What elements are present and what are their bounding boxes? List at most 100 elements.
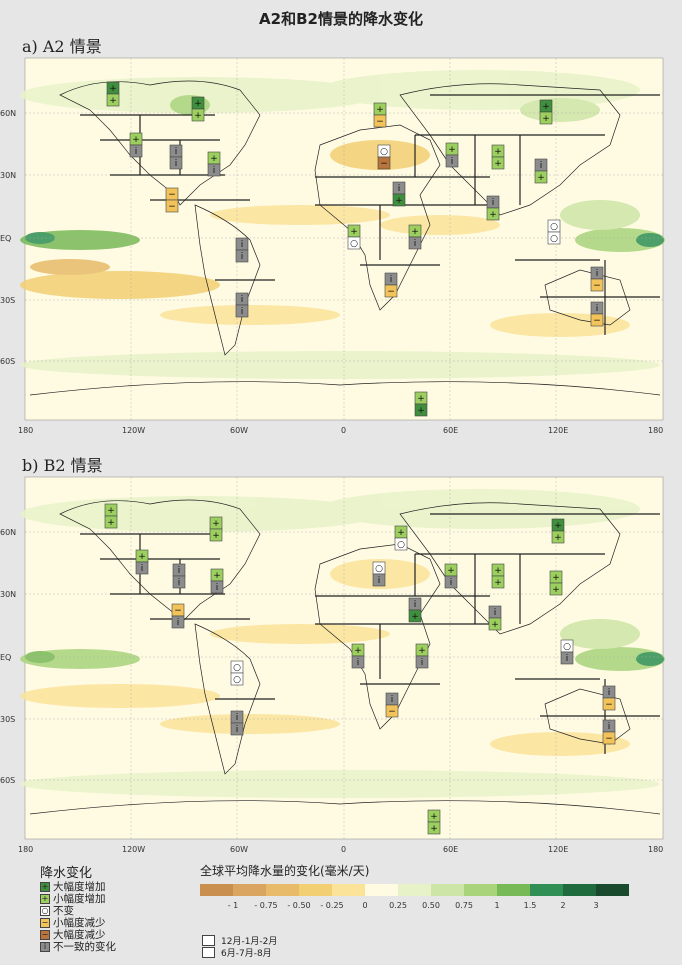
svg-text:i: i xyxy=(566,654,569,664)
svg-text:+: + xyxy=(448,145,456,155)
svg-text:+: + xyxy=(542,102,550,112)
small-increase-symbol: + xyxy=(40,894,50,904)
svg-text:−: − xyxy=(376,117,384,127)
season-box xyxy=(202,947,215,958)
svg-text:i: i xyxy=(141,564,144,574)
large-decrease-symbol: − xyxy=(40,930,50,940)
colorbar-label: 0.75 xyxy=(455,901,473,910)
svg-text:i: i xyxy=(596,269,599,279)
lon-tick-180w: 180 xyxy=(18,426,33,435)
svg-text:+: + xyxy=(554,521,562,531)
svg-text:○: ○ xyxy=(550,222,558,232)
svg-text:i: i xyxy=(175,147,178,157)
legend-label: 大幅度增加 xyxy=(53,881,106,893)
svg-text:−: − xyxy=(605,734,613,744)
season-label: 6月-7月-8月 xyxy=(221,949,272,959)
lon-tick-180w: 180 xyxy=(18,845,33,854)
colorbar-swatch xyxy=(530,884,563,896)
svg-text:+: + xyxy=(395,196,403,206)
legend-label: 小幅度增加 xyxy=(53,893,106,905)
svg-text:i: i xyxy=(241,240,244,250)
colorbar-label: 2 xyxy=(560,901,565,910)
colorbar-label: - 0.75 xyxy=(254,901,277,910)
svg-text:○: ○ xyxy=(563,642,571,652)
colorbar-swatch xyxy=(497,884,530,896)
svg-text:+: + xyxy=(554,533,562,543)
svg-text:−: − xyxy=(168,190,176,200)
lat-tick-30s: 30S xyxy=(0,296,15,305)
svg-text:+: + xyxy=(350,227,358,237)
colorbar-swatch xyxy=(332,884,365,896)
svg-text:i: i xyxy=(241,295,244,305)
region-symbols-b: ++ ++ +i ii +i −i ○○ ii +○ ○i i+ +i +i i… xyxy=(104,503,616,835)
svg-text:+: + xyxy=(537,173,545,183)
svg-text:+: + xyxy=(430,812,438,822)
legend-item: i 不一致的变化 xyxy=(40,942,116,952)
colorbar-title: 全球平均降水量的变化(毫米/天) xyxy=(200,864,370,878)
svg-text:i: i xyxy=(421,658,424,668)
lon-tick-180e: 180 xyxy=(648,426,663,435)
svg-text:+: + xyxy=(194,99,202,109)
legend-label: 小幅度减少 xyxy=(53,917,106,929)
lon-tick-60e: 60E xyxy=(443,845,458,854)
small-decrease-symbol: − xyxy=(40,918,50,928)
lon-tick-120e: 120E xyxy=(548,426,568,435)
lat-tick-60n: 60N xyxy=(0,528,16,537)
svg-text:○: ○ xyxy=(550,234,558,244)
svg-text:+: + xyxy=(107,518,115,528)
legend-item: + 小幅度增加 xyxy=(40,894,106,904)
svg-text:i: i xyxy=(241,307,244,317)
svg-text:i: i xyxy=(357,658,360,668)
svg-text:i: i xyxy=(175,159,178,169)
svg-text:i: i xyxy=(236,725,239,735)
svg-text:i: i xyxy=(391,695,394,705)
svg-text:+: + xyxy=(354,646,362,656)
svg-text:i: i xyxy=(135,147,138,157)
svg-text:+: + xyxy=(376,105,384,115)
colorbar-swatch xyxy=(233,884,266,896)
legend-item: − 大幅度减少 xyxy=(40,930,106,940)
svg-text:+: + xyxy=(489,210,497,220)
svg-text:i: i xyxy=(608,688,611,698)
svg-text:+: + xyxy=(194,111,202,121)
svg-text:i: i xyxy=(492,198,495,208)
svg-text:+: + xyxy=(417,394,425,404)
no-change-symbol: ○ xyxy=(40,906,50,916)
svg-text:+: + xyxy=(107,506,115,516)
svg-text:i: i xyxy=(178,566,181,576)
svg-text:i: i xyxy=(451,157,454,167)
svg-text:−: − xyxy=(605,700,613,710)
svg-text:+: + xyxy=(138,552,146,562)
svg-text:i: i xyxy=(450,578,453,588)
colorbar-label: - 1 xyxy=(228,901,239,910)
svg-text:○: ○ xyxy=(233,675,241,685)
lat-tick-eq: EQ xyxy=(0,653,11,662)
lon-tick-60w: 60W xyxy=(230,426,248,435)
svg-text:i: i xyxy=(177,618,180,628)
svg-text:i: i xyxy=(398,184,401,194)
svg-text:+: + xyxy=(494,147,502,157)
legend-label: 不变 xyxy=(53,905,74,917)
svg-text:+: + xyxy=(212,519,220,529)
legend-label: 不一致的变化 xyxy=(53,941,116,953)
svg-text:○: ○ xyxy=(380,147,388,157)
svg-text:i: i xyxy=(236,713,239,723)
colorbar-label: - 0.50 xyxy=(287,901,310,910)
svg-text:○: ○ xyxy=(375,564,383,574)
colorbar-swatch xyxy=(563,884,596,896)
lat-tick-60s: 60S xyxy=(0,776,15,785)
svg-text:i: i xyxy=(216,583,219,593)
svg-text:i: i xyxy=(608,722,611,732)
season-jja: 6月-7月-8月 xyxy=(202,946,272,959)
svg-text:−: − xyxy=(593,281,601,291)
lon-tick-120w: 120W xyxy=(122,426,145,435)
svg-text:i: i xyxy=(414,239,417,249)
svg-text:i: i xyxy=(178,578,181,588)
region-symbols-a: ++ ++ +i ii +i −− ii ii +− ○− i+ +○ +i i… xyxy=(106,81,604,417)
lon-tick-60e: 60E xyxy=(443,426,458,435)
svg-text:+: + xyxy=(494,566,502,576)
svg-text:○: ○ xyxy=(397,540,405,550)
lat-tick-30n: 30N xyxy=(0,590,16,599)
svg-text:i: i xyxy=(494,608,497,618)
svg-text:i: i xyxy=(241,252,244,262)
